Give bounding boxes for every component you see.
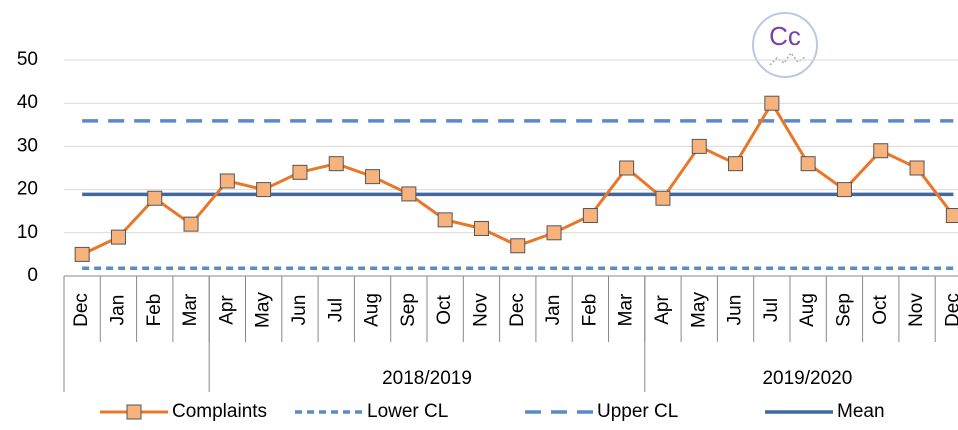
- marker: [147, 190, 163, 206]
- x-tick-label: Apr: [652, 295, 673, 325]
- logo-circle: [752, 12, 818, 78]
- x-tick-label: Jun: [289, 295, 310, 326]
- x-tick-label: Aug: [797, 293, 818, 327]
- marker: [728, 156, 744, 172]
- x-tick-label: Oct: [870, 295, 891, 325]
- marker: [292, 164, 308, 180]
- logo-spark: [769, 51, 806, 66]
- marker: [256, 182, 272, 198]
- group-label: 2019/2020: [762, 368, 852, 389]
- marker: [836, 182, 852, 198]
- marker: [183, 216, 199, 232]
- y-tick-label: 0: [27, 265, 38, 286]
- x-tick-label: Aug: [362, 293, 383, 327]
- marker: [365, 169, 381, 185]
- marker: [873, 143, 889, 159]
- y-tick-label: 10: [17, 222, 38, 243]
- x-tick-label: Sep: [398, 293, 419, 327]
- x-tick-label: Nov: [906, 293, 927, 327]
- marker: [510, 238, 526, 254]
- x-tick-label: Mar: [616, 293, 637, 326]
- y-tick-label: 30: [17, 135, 38, 156]
- logo: Cc: [752, 12, 818, 78]
- x-tick-label: Jun: [725, 295, 746, 326]
- marker: [546, 225, 562, 241]
- marker: [619, 160, 635, 176]
- logo-text: Cc: [769, 21, 801, 51]
- marker: [328, 156, 344, 172]
- legend-label: Complaints: [172, 401, 267, 422]
- marker: [437, 212, 453, 228]
- legend-label: Mean: [837, 401, 885, 422]
- x-tick-label: Oct: [434, 295, 455, 325]
- marker: [582, 208, 598, 224]
- x-tick-label: May: [688, 292, 709, 328]
- x-tick-label: Mar: [180, 293, 201, 326]
- y-tick-label: 50: [17, 49, 38, 70]
- legend-marker: [126, 404, 142, 420]
- marker: [110, 229, 126, 245]
- x-tick-label: Jan: [543, 295, 564, 326]
- marker: [800, 156, 816, 172]
- marker: [473, 220, 489, 236]
- legend-label: Lower CL: [367, 401, 448, 422]
- y-tick-label: 20: [17, 179, 38, 200]
- x-tick-label: Jul: [761, 298, 782, 322]
- y-tick-label: 40: [17, 92, 38, 113]
- marker: [764, 95, 780, 111]
- x-tick-label: Feb: [144, 294, 165, 327]
- marker: [691, 138, 707, 154]
- marker: [74, 246, 90, 262]
- x-tick-label: Jan: [107, 295, 128, 326]
- x-tick-label: Feb: [579, 294, 600, 327]
- marker: [219, 173, 235, 189]
- x-tick-label: Dec: [71, 293, 92, 327]
- legend-label: Upper CL: [597, 401, 678, 422]
- marker: [909, 160, 925, 176]
- group-label: 2018/2019: [382, 368, 472, 389]
- marker: [401, 186, 417, 202]
- x-tick-label: Apr: [216, 295, 237, 325]
- x-tick-label: Jul: [325, 298, 346, 322]
- x-tick-label: Dec: [942, 293, 958, 327]
- x-tick-label: Nov: [470, 293, 491, 327]
- series-line: [81, 100, 955, 256]
- x-tick-label: May: [253, 292, 274, 328]
- marker: [655, 190, 671, 206]
- marker: [945, 208, 958, 224]
- x-tick-label: Sep: [833, 293, 854, 327]
- x-tick-label: Dec: [507, 293, 528, 327]
